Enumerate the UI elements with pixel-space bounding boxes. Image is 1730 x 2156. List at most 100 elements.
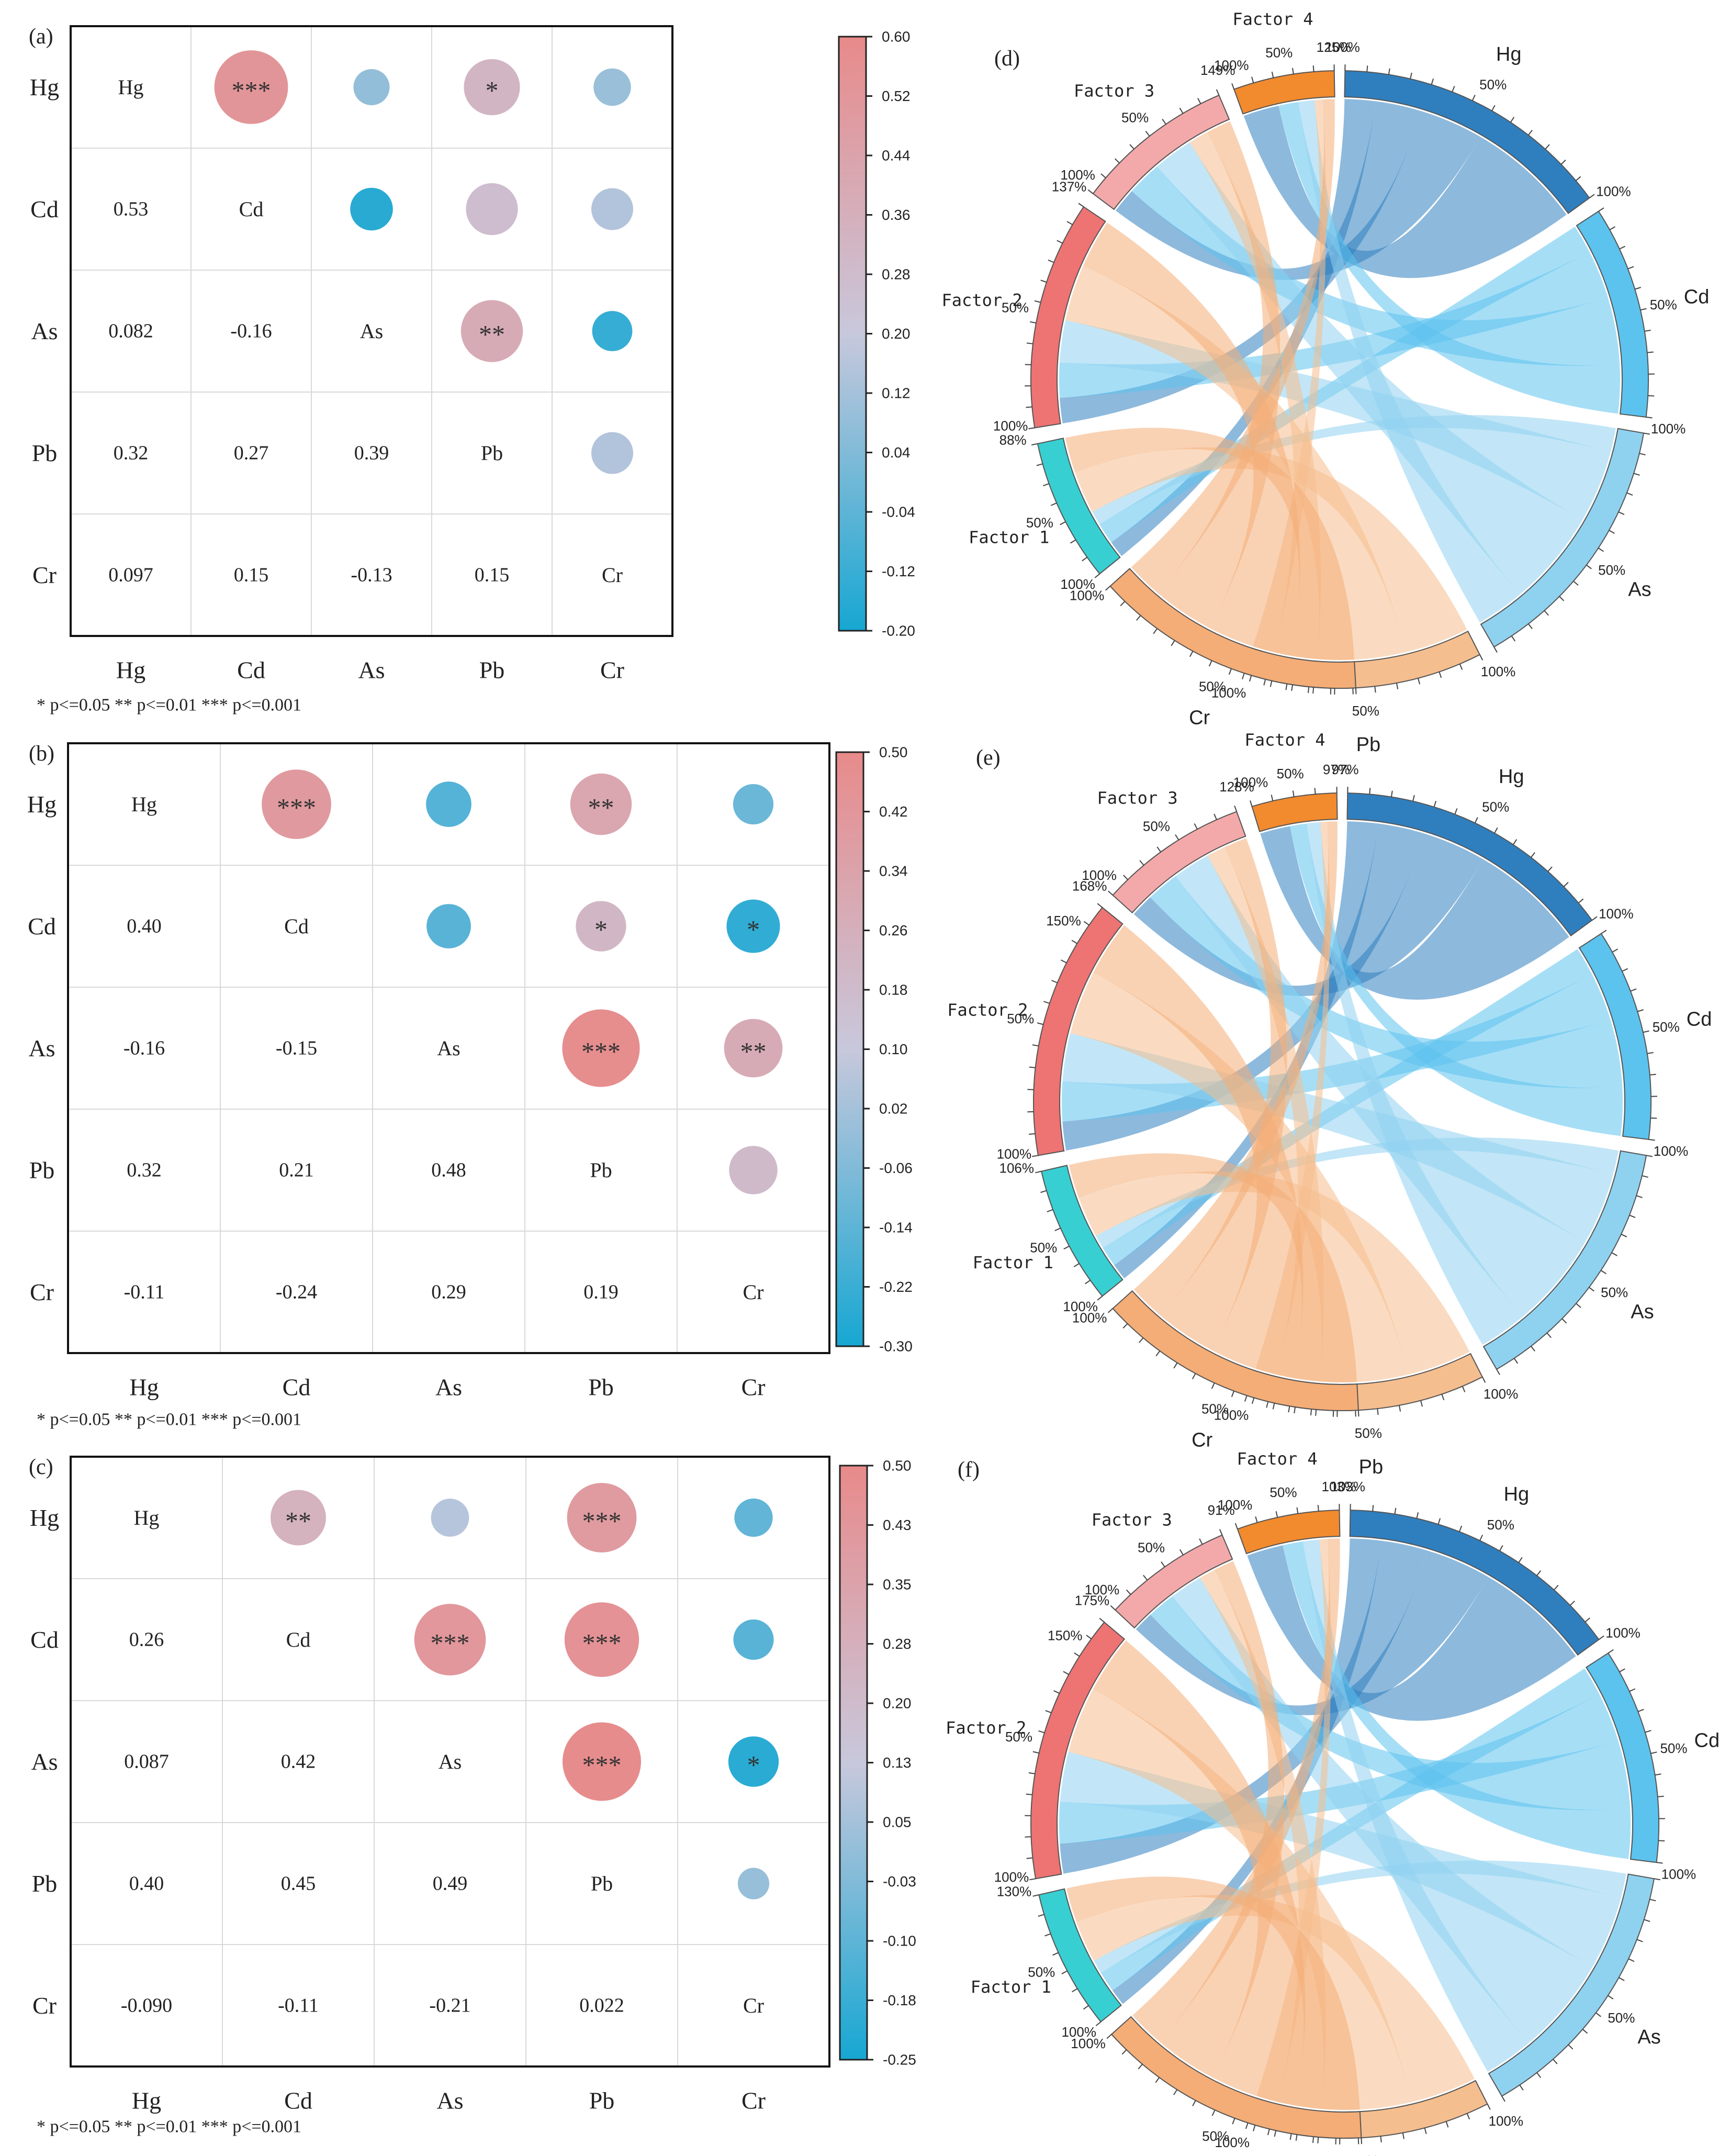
chord-tick	[1047, 1209, 1053, 1213]
tick-label-50: 50%	[1005, 1729, 1032, 1745]
chord-tick	[1459, 664, 1463, 670]
segment-name: Cr	[1189, 707, 1210, 729]
chord-tick	[1271, 795, 1274, 801]
chord-tick	[1071, 940, 1077, 944]
significance-stars: **	[479, 320, 505, 349]
chord-tick	[1040, 1190, 1047, 1193]
chord-tick	[1458, 1525, 1463, 1532]
correlation-circle	[591, 188, 633, 230]
chord-tick	[1031, 1155, 1039, 1157]
chord-tick	[1171, 640, 1175, 646]
chord-tick	[1439, 672, 1442, 678]
chord-tick	[1559, 596, 1565, 601]
chord-ribbon	[1150, 1596, 1631, 1811]
chord-tick	[1074, 1652, 1080, 1657]
diagonal-label: As	[437, 1036, 460, 1060]
diagonal-label: Cr	[743, 1280, 764, 1304]
tick-label-end: 91%	[1208, 1502, 1235, 1518]
tick-label-50: 50%	[1143, 819, 1170, 834]
chord-tick	[1123, 875, 1128, 880]
chord-tick	[1270, 680, 1273, 687]
chord-tick	[1361, 2138, 1363, 2144]
column-label: As	[358, 657, 385, 684]
chord-ribbon	[1131, 166, 1620, 366]
chord-tick	[1530, 1346, 1535, 1351]
correlation-value: 0.097	[108, 564, 153, 586]
tick-label-end: 149%	[1200, 62, 1235, 78]
chord-tick	[1244, 1395, 1248, 1402]
chord-tick	[1530, 852, 1535, 858]
chord-tick	[1547, 866, 1553, 872]
correlation-value: -0.16	[230, 320, 272, 342]
row-label: Cr	[32, 1992, 57, 2019]
correlation-circle	[431, 1499, 469, 1537]
chord-ribbon	[1093, 1640, 1306, 2106]
tick-label-100: 100%	[1085, 1582, 1120, 1598]
chord-tick	[1307, 686, 1310, 694]
correlation-value: -0.15	[276, 1037, 317, 1059]
diagonal-label: Pb	[591, 1872, 613, 1895]
chord-tick	[1274, 2130, 1277, 2137]
tick-label-100: 100%	[1082, 867, 1117, 883]
chord-tick	[1271, 71, 1274, 78]
correlation-value: 0.53	[114, 198, 149, 220]
tick-label-100: 100%	[1214, 58, 1249, 73]
diagonal-label: Cd	[239, 197, 264, 221]
tick-label-end: 168%	[1072, 878, 1107, 894]
chord-tick	[1216, 89, 1220, 96]
correlation-value: -0.21	[429, 1995, 470, 2017]
chord-tick	[1120, 601, 1126, 607]
chord-tick	[1493, 646, 1498, 653]
chord-tick	[1433, 800, 1437, 808]
chord-tick	[1199, 1538, 1203, 1545]
chord-tick	[1619, 1668, 1625, 1672]
chord-tick	[1640, 308, 1647, 311]
chord-tick	[1633, 473, 1640, 476]
chord-tick	[1189, 651, 1194, 657]
chord-tick	[1063, 1245, 1070, 1250]
chord-tick	[1060, 959, 1067, 964]
chord-tick	[1568, 2044, 1574, 2050]
colorbar-tick-label: -0.22	[879, 1279, 913, 1295]
row-label: Cd	[28, 913, 56, 940]
diagonal-label: Cr	[743, 1994, 764, 2017]
chord-tick	[1619, 1977, 1625, 1981]
chord-tick	[1628, 1958, 1635, 1962]
segment-name: Cd	[1694, 1729, 1720, 1751]
chord-ribbon	[1136, 1550, 1489, 1715]
chord-tick	[1063, 1671, 1069, 1675]
chord-tick	[1029, 1878, 1036, 1881]
chord-tick	[1519, 2084, 1524, 2091]
chord-tick	[1250, 800, 1253, 807]
chord-segment-factor-3	[1114, 1534, 1233, 1629]
significance-stars: ***	[431, 1628, 470, 1658]
chord-tick	[1563, 881, 1569, 887]
significance-legend: * p<=0.05 ** p<=0.01 *** p<=0.001	[37, 1410, 301, 1429]
segment-name: Factor 4	[1237, 1449, 1318, 1469]
chord-tick	[1647, 1052, 1654, 1054]
chord-tick	[1272, 1403, 1275, 1410]
chord-segment-factor-2	[1030, 1621, 1126, 1880]
correlation-circle	[726, 899, 780, 953]
tick-label-end: 100%	[1599, 906, 1634, 921]
chord-tick	[1655, 1773, 1661, 1776]
colorbar-tick-label: 0.52	[882, 88, 911, 104]
diagonal-label: As	[439, 1750, 462, 1773]
correlation-value: 0.32	[114, 442, 149, 464]
chord-tick	[1161, 1561, 1165, 1568]
tick-label-end: 100%	[1072, 1310, 1107, 1325]
chord-tick	[1291, 684, 1294, 691]
tick-label-50: 50%	[1265, 45, 1293, 61]
chord-tick	[1569, 1600, 1575, 1606]
segment-name: Factor 2	[947, 1000, 1028, 1020]
chord-segment-cd	[1576, 210, 1649, 418]
chord-tick	[1582, 2029, 1588, 2034]
chord-tick	[1396, 683, 1399, 689]
chord-tick	[1296, 1507, 1299, 1514]
tick-label-50: 50%	[1121, 110, 1149, 126]
chord-tick	[1513, 1358, 1519, 1364]
chord-tick	[1639, 453, 1646, 456]
chord-tick	[1173, 2089, 1178, 2095]
correlation-value: 0.19	[583, 1281, 619, 1303]
tick-label-end: 100%	[1654, 1143, 1689, 1159]
